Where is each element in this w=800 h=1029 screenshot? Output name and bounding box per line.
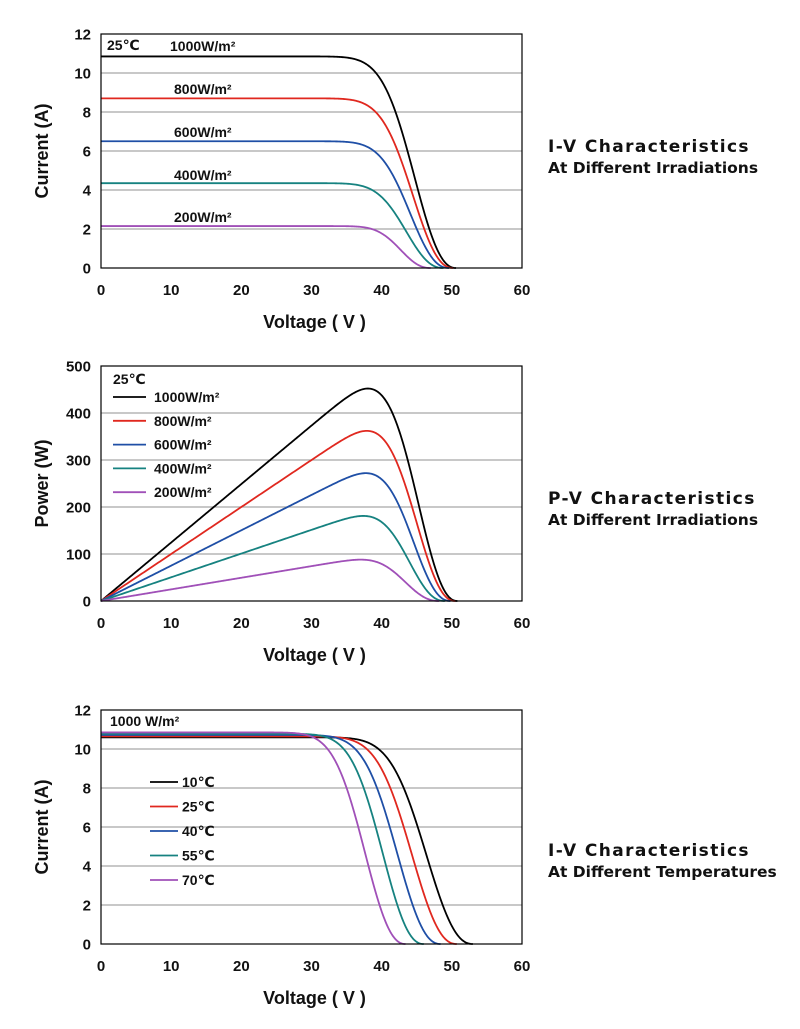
y-tick-label: 0 xyxy=(83,937,91,954)
series-line-5 xyxy=(101,225,431,269)
side-title-line2: At Different Irradiations xyxy=(548,511,759,529)
legend-label-2: 25℃ xyxy=(182,799,215,815)
y-tick-label: 2 xyxy=(83,222,91,239)
chart-annotation: 25℃ xyxy=(113,371,146,387)
x-tick-label: 10 xyxy=(163,282,180,299)
x-tick-label: 0 xyxy=(97,615,105,632)
series-line-3 xyxy=(101,140,450,269)
side-title-line1: I-V Characteristics xyxy=(548,841,750,861)
chart-annotation: 25℃ xyxy=(107,37,140,53)
x-tick-label: 40 xyxy=(373,282,390,299)
legend-label-2: 800W/m² xyxy=(154,413,212,429)
x-tick-label: 50 xyxy=(443,958,460,975)
series-line-3 xyxy=(101,734,441,945)
y-tick-label: 12 xyxy=(74,27,91,44)
x-tick-label: 60 xyxy=(514,958,531,975)
legend-label-1: 1000W/m² xyxy=(154,389,220,405)
x-tick-label: 10 xyxy=(163,615,180,632)
chart-3: 0 10 20 30 40 50 60 0 2 4 6 8 10 12 Voltage ( V ) Curre… xyxy=(32,703,530,1009)
series-line-1 xyxy=(101,55,457,269)
y-axis-label: Power (W) xyxy=(32,439,52,527)
x-tick-label: 40 xyxy=(373,615,390,632)
side-title-line1: P-V Characteristics xyxy=(548,489,756,509)
x-tick-label: 20 xyxy=(233,282,250,299)
side-title-pv-irradiation: P-V Characteristics At Different Irradia… xyxy=(548,489,758,529)
legend-label-5: 200W/m² xyxy=(154,484,212,500)
y-axis-label: Current (A) xyxy=(32,780,52,875)
side-title-line2: At Different Irradiations xyxy=(548,159,759,177)
x-axis-label: Voltage ( V ) xyxy=(263,312,366,332)
legend-label-1: 10℃ xyxy=(182,774,215,790)
x-tick-label: 50 xyxy=(443,282,460,299)
y-tick-label: 6 xyxy=(83,820,91,837)
series-line-1 xyxy=(101,736,473,945)
y-axis-label: Current (A) xyxy=(32,104,52,199)
series-line-5 xyxy=(101,731,406,945)
side-title-iv-irradiation: I-V Characteristics At Different Irradia… xyxy=(548,137,758,177)
series-label-2: 800W/m² xyxy=(174,81,232,97)
x-axis-label: Voltage ( V ) xyxy=(263,645,366,665)
x-tick-label: 0 xyxy=(97,958,105,975)
series-line-4 xyxy=(101,182,444,269)
legend-label-3: 40℃ xyxy=(182,823,215,839)
y-tick-label: 8 xyxy=(83,781,91,798)
y-tick-label: 200 xyxy=(66,500,91,517)
series-line-4 xyxy=(101,732,424,945)
series-line-2 xyxy=(100,429,456,602)
plot-frame xyxy=(100,33,523,269)
plot-frame xyxy=(100,709,523,945)
series-line-5 xyxy=(100,558,440,602)
y-tick-label: 8 xyxy=(83,105,91,122)
y-tick-label: 12 xyxy=(74,703,91,720)
y-tick-label: 300 xyxy=(66,453,91,470)
x-tick-label: 60 xyxy=(514,282,531,299)
y-tick-label: 4 xyxy=(83,859,92,876)
chart-2: 0 10 20 30 40 50 60 0 100 200 300 400 500 Voltage ( V… xyxy=(32,359,530,666)
x-tick-label: 0 xyxy=(97,282,105,299)
x-tick-label: 30 xyxy=(303,958,320,975)
legend-label-4: 400W/m² xyxy=(154,460,212,476)
legend-label-5: 70℃ xyxy=(182,872,215,888)
series-line-4 xyxy=(100,515,445,602)
legend-label-3: 600W/m² xyxy=(154,437,212,453)
x-axis-label: Voltage ( V ) xyxy=(263,988,366,1008)
side-title-line1: I-V Characteristics xyxy=(548,137,750,157)
y-tick-label: 10 xyxy=(74,66,91,83)
legend-label-4: 55℃ xyxy=(182,848,215,864)
y-tick-label: 4 xyxy=(83,183,92,200)
legend: 10℃ 25℃ 40℃ 55℃ 70℃ xyxy=(150,774,215,888)
y-tick-label: 500 xyxy=(66,359,91,376)
y-tick-label: 6 xyxy=(83,144,91,161)
chart-1: 0 10 20 30 40 50 60 0 2 4 6 8 10 12 Voltage ( V ) Curre… xyxy=(32,27,530,333)
y-tick-label: 100 xyxy=(66,547,91,564)
series-line-2 xyxy=(101,735,457,945)
x-tick-label: 60 xyxy=(514,615,531,632)
series-line-1 xyxy=(100,387,458,602)
y-tick-label: 0 xyxy=(83,261,91,278)
series-line-2 xyxy=(101,97,454,269)
chart-annotation: 1000 W/m² xyxy=(110,713,180,729)
plot-area xyxy=(101,366,522,601)
y-tick-label: 2 xyxy=(83,898,91,915)
x-tick-label: 40 xyxy=(373,958,390,975)
series-label-5: 200W/m² xyxy=(174,209,232,225)
side-title-line2: At Different Temperatures xyxy=(548,863,777,881)
y-tick-label: 0 xyxy=(83,594,91,611)
plot-frame xyxy=(100,365,523,602)
x-tick-label: 50 xyxy=(443,615,460,632)
y-tick-label: 10 xyxy=(74,742,91,759)
x-tick-label: 30 xyxy=(303,615,320,632)
x-tick-label: 10 xyxy=(163,958,180,975)
legend: 1000W/m² 800W/m² 600W/m² 400W/m² 200W/m² xyxy=(113,389,220,500)
x-tick-label: 20 xyxy=(233,958,250,975)
y-tick-label: 400 xyxy=(66,406,91,423)
x-tick-label: 30 xyxy=(303,282,320,299)
side-title-iv-temperature: I-V Characteristics At Different Tempera… xyxy=(548,841,777,881)
series-line-3 xyxy=(100,472,451,602)
x-tick-label: 20 xyxy=(233,615,250,632)
series-label-1: 1000W/m² xyxy=(170,38,236,54)
series-label-4: 400W/m² xyxy=(174,167,232,183)
series-label-3: 600W/m² xyxy=(174,124,232,140)
